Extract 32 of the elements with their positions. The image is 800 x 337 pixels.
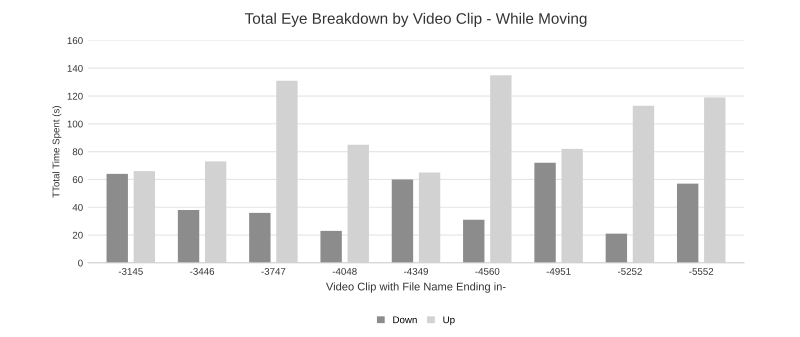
legend-label: Up — [443, 316, 455, 326]
x-tick-label: -4048 — [332, 268, 357, 275]
bar — [178, 210, 200, 263]
bar — [606, 234, 628, 263]
y-tick-label: 120 — [68, 92, 83, 100]
bar — [249, 212, 271, 263]
y-tick-label: 20 — [72, 232, 83, 239]
x-tick-label: -4349 — [404, 268, 428, 275]
x-tick-label: -4560 — [475, 268, 500, 275]
x-axis-title: Video Clip with File Name Ending in- — [326, 282, 506, 293]
bar — [676, 184, 698, 263]
x-tick-label: -5552 — [689, 268, 714, 275]
x-tick-label: -3145 — [118, 268, 143, 275]
x-tick-label: -4951 — [546, 268, 571, 275]
bar — [392, 179, 414, 263]
chart-title: Total Eye Breakdown by Video Clip - While Moving — [244, 12, 586, 27]
y-axis-title: TTotal Time Spent (s) — [52, 106, 62, 198]
y-tick-label: 140 — [68, 64, 83, 72]
x-tick-label: -3747 — [261, 268, 286, 275]
y-tick-label: 40 — [72, 204, 83, 211]
x-tick-label: -5252 — [618, 268, 642, 275]
y-tick-label: 80 — [72, 148, 83, 156]
bar — [320, 230, 342, 263]
bar — [463, 220, 484, 263]
y-tick-label: 100 — [68, 120, 83, 128]
bar — [106, 174, 128, 263]
bar — [534, 162, 556, 263]
legend-label: Down — [393, 316, 417, 324]
y-tick-label: 160 — [68, 37, 83, 44]
y-tick-label: 60 — [72, 176, 83, 184]
x-tick-label: -3446 — [190, 268, 214, 275]
y-tick-label: 0 — [78, 260, 83, 266]
